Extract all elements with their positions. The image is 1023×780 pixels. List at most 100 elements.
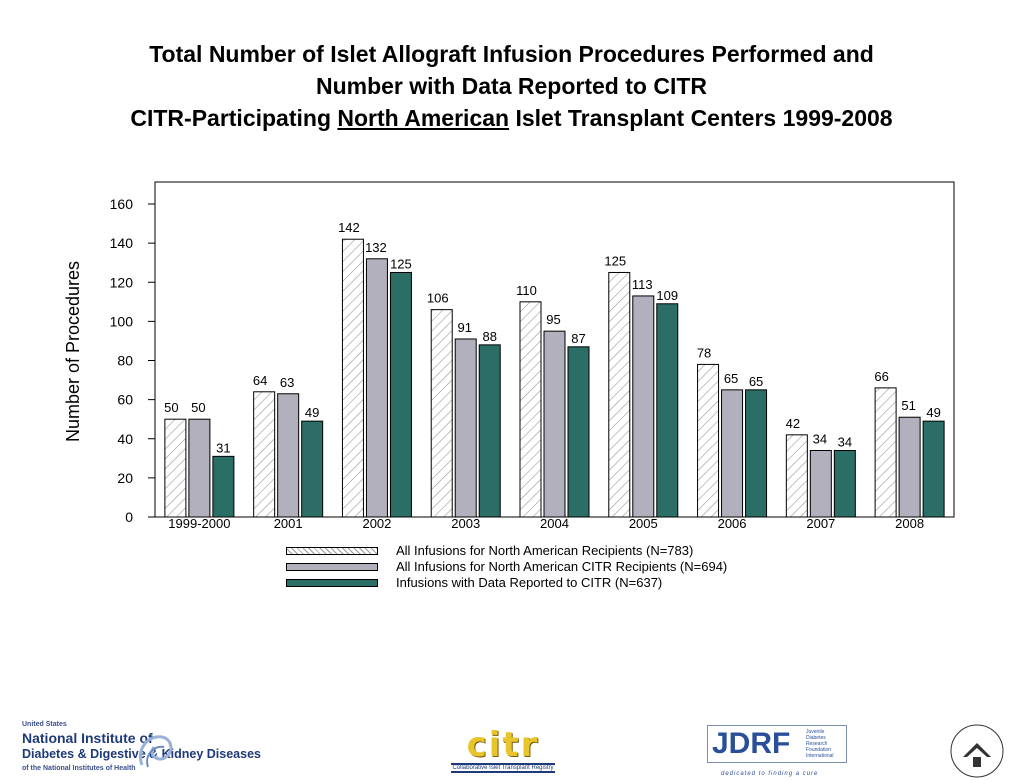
nidk-top-text: United States (22, 721, 67, 728)
data-label: 87 (571, 331, 585, 346)
y-tick-label: 140 (110, 235, 134, 251)
bar-s2 (365, 258, 388, 518)
data-label: 42 (786, 416, 800, 431)
data-label: 95 (546, 312, 560, 327)
footer-logos: United States National Institute of Diab… (0, 715, 1023, 780)
bar-s2 (543, 330, 566, 518)
jdrf-box: JDRF Juvenile Diabetes Research Foundati… (707, 725, 847, 763)
legend-swatch-gray (286, 563, 378, 571)
bar-s3 (389, 271, 412, 518)
data-label: 49 (926, 405, 940, 420)
bar-s2 (632, 295, 655, 518)
y-tick-label: 20 (117, 470, 133, 486)
title-line-1: Total Number of Islet Allograft Infusion… (149, 41, 874, 67)
y-tick-label: 40 (117, 431, 133, 447)
y-tick-label: 100 (110, 313, 134, 329)
bar-s2 (721, 389, 744, 518)
bar-s3 (745, 389, 768, 518)
bar-s1 (519, 301, 542, 518)
bar-s1 (430, 309, 453, 518)
data-label: 91 (457, 320, 471, 335)
jdrf-small-2: Diabetes (806, 735, 826, 741)
data-label: 142 (338, 220, 360, 235)
chart-title: Total Number of Islet Allograft Infusion… (0, 38, 1023, 134)
bar-s3 (567, 346, 590, 518)
data-label: 49 (305, 405, 319, 420)
bar-s1 (341, 238, 364, 518)
data-label: 113 (632, 277, 653, 292)
y-axis-label: Number of Procedures (63, 261, 83, 442)
citr-subtitle: Collaborative Islet Transplant Registry (451, 763, 555, 773)
x-tick-label: 2005 (629, 516, 658, 531)
data-label: 125 (604, 253, 626, 268)
bar-s2 (188, 418, 211, 518)
jdrf-tagline: dedicated to finding a cure (721, 771, 819, 777)
citr-wordmark: citr (466, 725, 540, 765)
nidk-logo: United States National Institute of Diab… (22, 721, 261, 777)
data-label: 110 (516, 283, 537, 298)
bar-s1 (785, 434, 808, 518)
title-line-3-underlined: North American (337, 105, 510, 131)
data-label: 34 (813, 431, 827, 446)
bar-s2 (454, 338, 477, 518)
legend-label-3: Infusions with Data Reported to CITR (N=… (396, 575, 663, 590)
y-tick-label: 80 (117, 353, 133, 369)
data-label: 109 (656, 288, 678, 303)
y-tick-label: 60 (117, 392, 133, 408)
jdrf-wordmark: JDRF (712, 727, 791, 760)
bar-chart: 0 20 40 60 80 100 120 140 160 Number of Procedure… (63, 181, 955, 531)
bar-s3 (301, 420, 324, 518)
bar-s3 (922, 420, 945, 518)
title-line-2: Number with Data Reported to CITR (315, 73, 707, 99)
jdrf-logo: JDRF Juvenile Diabetes Research Foundati… (707, 725, 847, 779)
bar-s1 (874, 387, 897, 518)
nidk-swirl-icon (139, 735, 173, 768)
y-tick-label: 160 (110, 196, 134, 212)
bar-s1 (608, 271, 631, 518)
data-label: 66 (874, 369, 888, 384)
x-tick-label: 2004 (540, 516, 569, 531)
data-label: 34 (838, 434, 852, 449)
x-tick-label: 2001 (274, 516, 303, 531)
y-tick-label: 120 (110, 274, 134, 290)
jdrf-small-5: International (806, 753, 834, 759)
bar-s3 (478, 344, 501, 518)
data-label: 78 (697, 345, 711, 360)
jdrf-small-3: Research (806, 741, 828, 747)
title-line-3-post: Islet Transplant Centers 1999-2008 (509, 105, 893, 131)
nih-seal-icon (950, 724, 1004, 778)
data-label: 88 (482, 329, 496, 344)
x-tick-label: 2006 (718, 516, 747, 531)
bar-s3 (833, 449, 856, 518)
y-tick-label: 0 (125, 509, 133, 525)
data-label: 31 (216, 440, 230, 455)
bar-s2 (898, 416, 921, 518)
data-label: 106 (427, 291, 449, 306)
x-tick-label: 2002 (362, 516, 391, 531)
bar-s2 (809, 449, 832, 518)
citr-logo: citr Collaborative Islet Transplant Regi… (451, 725, 555, 779)
jdrf-small-text: Juvenile Diabetes Research Foundation In… (806, 729, 834, 759)
data-label: 50 (191, 400, 205, 415)
legend-label-1: All Infusions for North American Recipie… (396, 543, 694, 558)
bar-s1 (164, 418, 187, 518)
title-line-3: CITR-Participating North American Islet … (0, 102, 1023, 134)
data-label: 65 (724, 371, 738, 386)
bar-s3 (212, 455, 235, 518)
bar-s1 (253, 391, 276, 518)
jdrf-small-4: Foundation (806, 747, 832, 753)
data-label: 51 (901, 398, 915, 413)
x-tick-label: 2003 (451, 516, 480, 531)
nidk-line-1: National Institute of (22, 730, 153, 746)
bar-s1 (697, 363, 720, 518)
jdrf-small-1: Juvenile (806, 729, 825, 735)
data-label: 65 (749, 374, 763, 389)
bar-s2 (277, 393, 300, 518)
legend-swatch-teal (286, 579, 378, 587)
nidk-sub-text: of the National Institutes of Health (22, 765, 136, 772)
legend-swatch-hatch (286, 547, 378, 555)
bar-s3 (656, 303, 679, 518)
legend-label-2: All Infusions for North American CITR Re… (396, 559, 728, 574)
x-tick-label: 2007 (806, 516, 835, 531)
data-label: 64 (253, 373, 267, 388)
